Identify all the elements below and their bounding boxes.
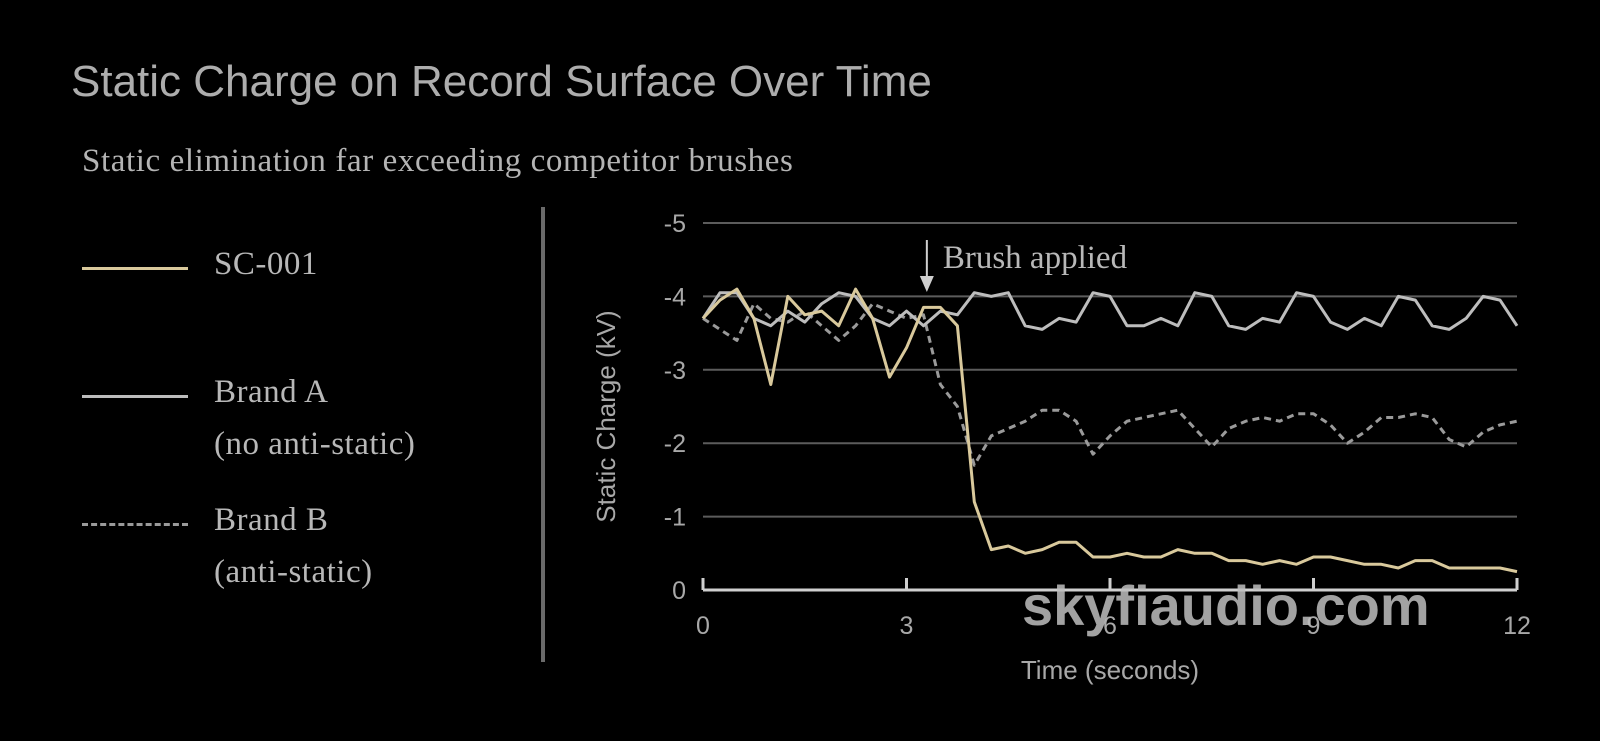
y-tick-label: -3: [664, 357, 686, 385]
legend-item: SC-001: [82, 238, 415, 366]
series-line: [702, 302, 1518, 467]
x-tick-label: 9: [1307, 612, 1321, 640]
legend-item: Brand A (no anti-static): [82, 366, 415, 494]
y-tick-label: -2: [664, 430, 686, 458]
legend-item: Brand B (anti-static): [82, 494, 415, 622]
annotation-arrowhead: [919, 276, 934, 292]
legend-swatch: [82, 523, 188, 526]
x-tick-label: 3: [900, 612, 914, 640]
y-tick-label: -1: [664, 504, 686, 532]
legend-swatch: [82, 267, 188, 270]
x-tick-label: 12: [1503, 612, 1531, 640]
chart-subtitle: Static elimination far exceeding competi…: [82, 143, 793, 179]
legend-label: Brand B (anti-static): [214, 502, 373, 590]
y-tick-label: 0: [672, 577, 686, 605]
annotation-text: Brush applied: [943, 240, 1128, 276]
legend-label: SC-001: [214, 246, 318, 282]
watermark: skyfiaudio.com: [1022, 574, 1430, 637]
x-tick-label: 6: [1103, 612, 1117, 640]
y-tick-label: -5: [664, 210, 686, 238]
x-tick-label: 0: [696, 612, 710, 640]
series-line: [701, 291, 1519, 331]
chart-title: Static Charge on Record Surface Over Tim…: [71, 57, 932, 106]
y-axis-label: Static Charge (kV): [591, 310, 621, 522]
x-axis-label: Time (seconds): [1021, 655, 1199, 685]
legend-label: Brand A (no anti-static): [214, 374, 416, 462]
y-tick-label: -4: [664, 283, 686, 311]
legend: SC-001 Brand A (no anti-static) Brand B (a…: [82, 238, 415, 622]
legend-swatch: [82, 395, 188, 398]
series-line: [701, 287, 1518, 574]
